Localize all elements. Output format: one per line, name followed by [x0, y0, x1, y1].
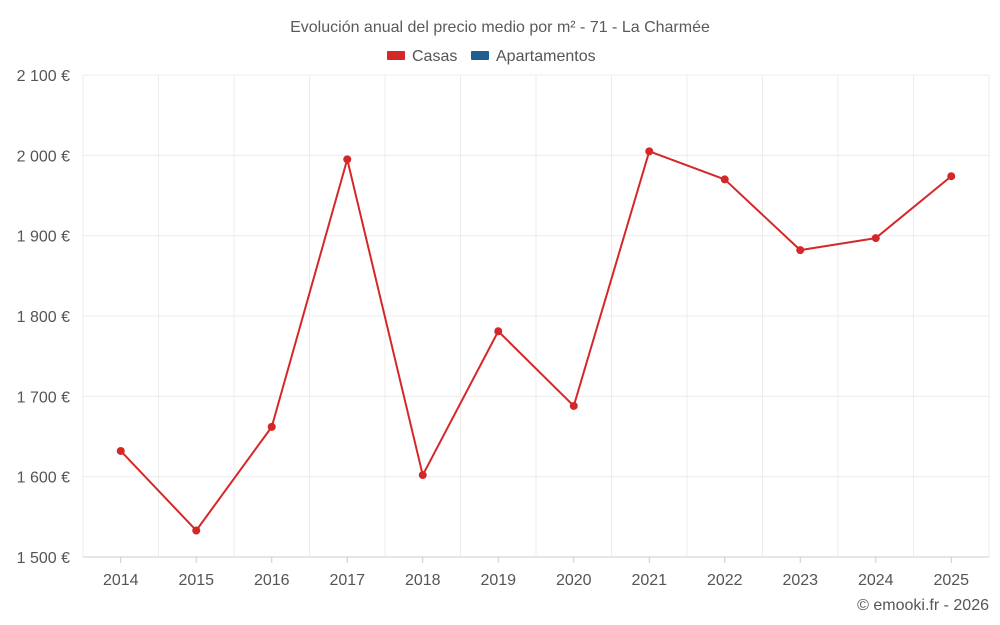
x-tick-label: 2024	[858, 572, 894, 589]
x-tick-label: 2023	[782, 572, 818, 589]
data-point-casas-2016[interactable]	[267, 422, 276, 431]
series-line-casas	[120, 150, 952, 532]
chart-title: Evolución anual del precio medio por m² …	[290, 19, 710, 36]
y-tick-label: 1 700 €	[17, 389, 70, 406]
legend-swatch-casas	[387, 51, 405, 60]
legend-item-casas[interactable]: Casas	[387, 48, 457, 65]
y-tick-label: 1 900 €	[17, 229, 70, 246]
y-tick-label: 1 500 €	[17, 550, 70, 567]
y-tick-label: 1 600 €	[17, 470, 70, 487]
data-point-casas-2021[interactable]	[645, 147, 654, 156]
data-point-casas-2019[interactable]	[494, 327, 503, 336]
x-tick-label: 2022	[707, 572, 743, 589]
data-point-casas-2025[interactable]	[947, 172, 956, 181]
data-point-casas-2020[interactable]	[569, 401, 578, 410]
gridlines	[82, 74, 990, 558]
data-point-casas-2018[interactable]	[418, 471, 427, 480]
legend-item-apartamentos[interactable]: Apartamentos	[471, 48, 596, 65]
y-tick-label: 2 000 €	[17, 148, 70, 165]
x-tick-label: 2025	[933, 572, 969, 589]
series-layer	[116, 147, 956, 535]
legend: Casas Apartamentos	[387, 48, 596, 65]
data-point-casas-2015[interactable]	[192, 526, 201, 535]
x-axis: 2014 2015 2016 2017 2018 2019 2020 2021 2022 2023…	[103, 557, 969, 589]
credit-text: © emooki.fr - 2026	[857, 597, 989, 614]
x-tick-label: 2014	[103, 572, 139, 589]
legend-label-casas: Casas	[412, 48, 457, 65]
x-tick-label: 2019	[480, 572, 516, 589]
y-tick-label: 1 800 €	[17, 309, 70, 326]
data-point-casas-2024[interactable]	[871, 234, 880, 243]
data-point-casas-2017[interactable]	[343, 155, 352, 164]
y-tick-label: 2 100 €	[17, 68, 70, 85]
x-tick-label: 2021	[631, 572, 667, 589]
data-point-casas-2023[interactable]	[796, 246, 805, 255]
x-tick-label: 2020	[556, 572, 592, 589]
legend-swatch-apartamentos	[471, 51, 489, 60]
legend-label-apartamentos: Apartamentos	[496, 48, 596, 65]
x-tick-label: 2016	[254, 572, 290, 589]
x-tick-label: 2018	[405, 572, 441, 589]
data-point-casas-2014[interactable]	[116, 446, 125, 455]
y-axis: 1 500 € 1 600 € 1 700 € 1 800 € 1 900 € 2 000…	[17, 68, 70, 567]
x-tick-label: 2017	[329, 572, 365, 589]
data-point-casas-2022[interactable]	[720, 175, 729, 184]
x-tick-label: 2015	[178, 572, 214, 589]
